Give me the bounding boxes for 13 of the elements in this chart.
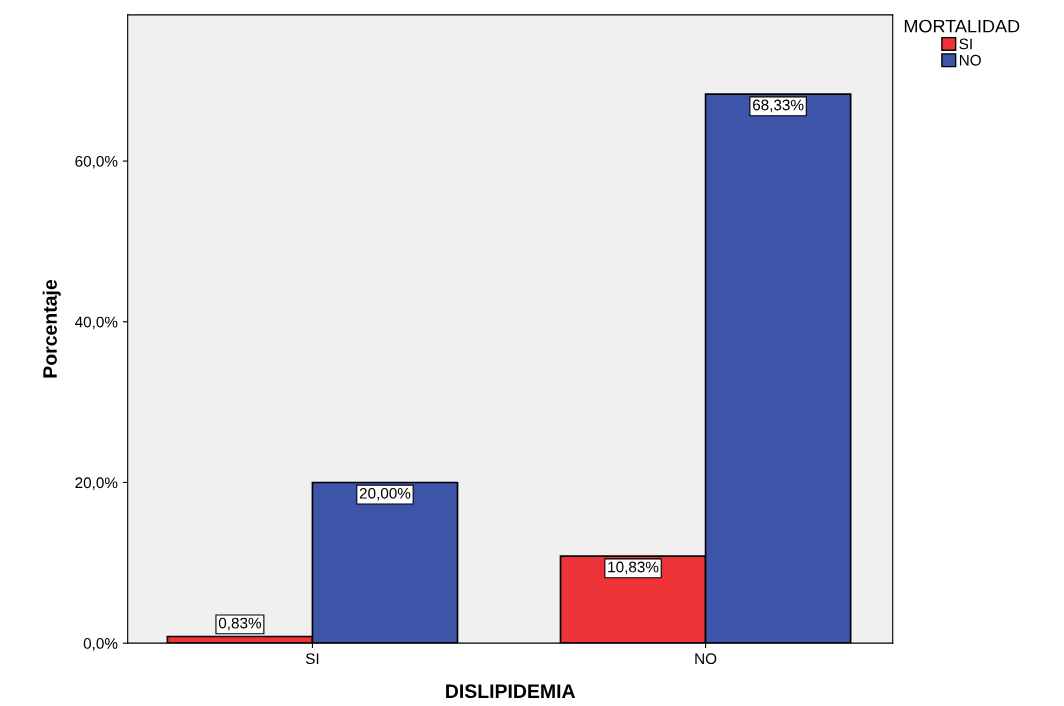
data-label: 68,33% bbox=[752, 99, 804, 113]
y-axis-title: Porcentaje bbox=[42, 279, 61, 378]
x-axis-title: DISLIPIDEMIA bbox=[446, 684, 576, 699]
legend-title: MORTALIDAD bbox=[904, 19, 1020, 33]
legend-label: SI bbox=[959, 38, 972, 50]
data-label: 0,83% bbox=[218, 617, 262, 631]
y-tick-label: 20,0% bbox=[75, 477, 118, 490]
y-tick-label: 40,0% bbox=[74, 316, 118, 330]
data-label: 10,83% bbox=[608, 561, 659, 575]
legend-label: NO bbox=[959, 54, 981, 66]
y-tick-label: 0,0% bbox=[83, 638, 118, 651]
data-label: 20,00% bbox=[359, 487, 411, 501]
y-tick-label: 60,0% bbox=[75, 155, 118, 169]
